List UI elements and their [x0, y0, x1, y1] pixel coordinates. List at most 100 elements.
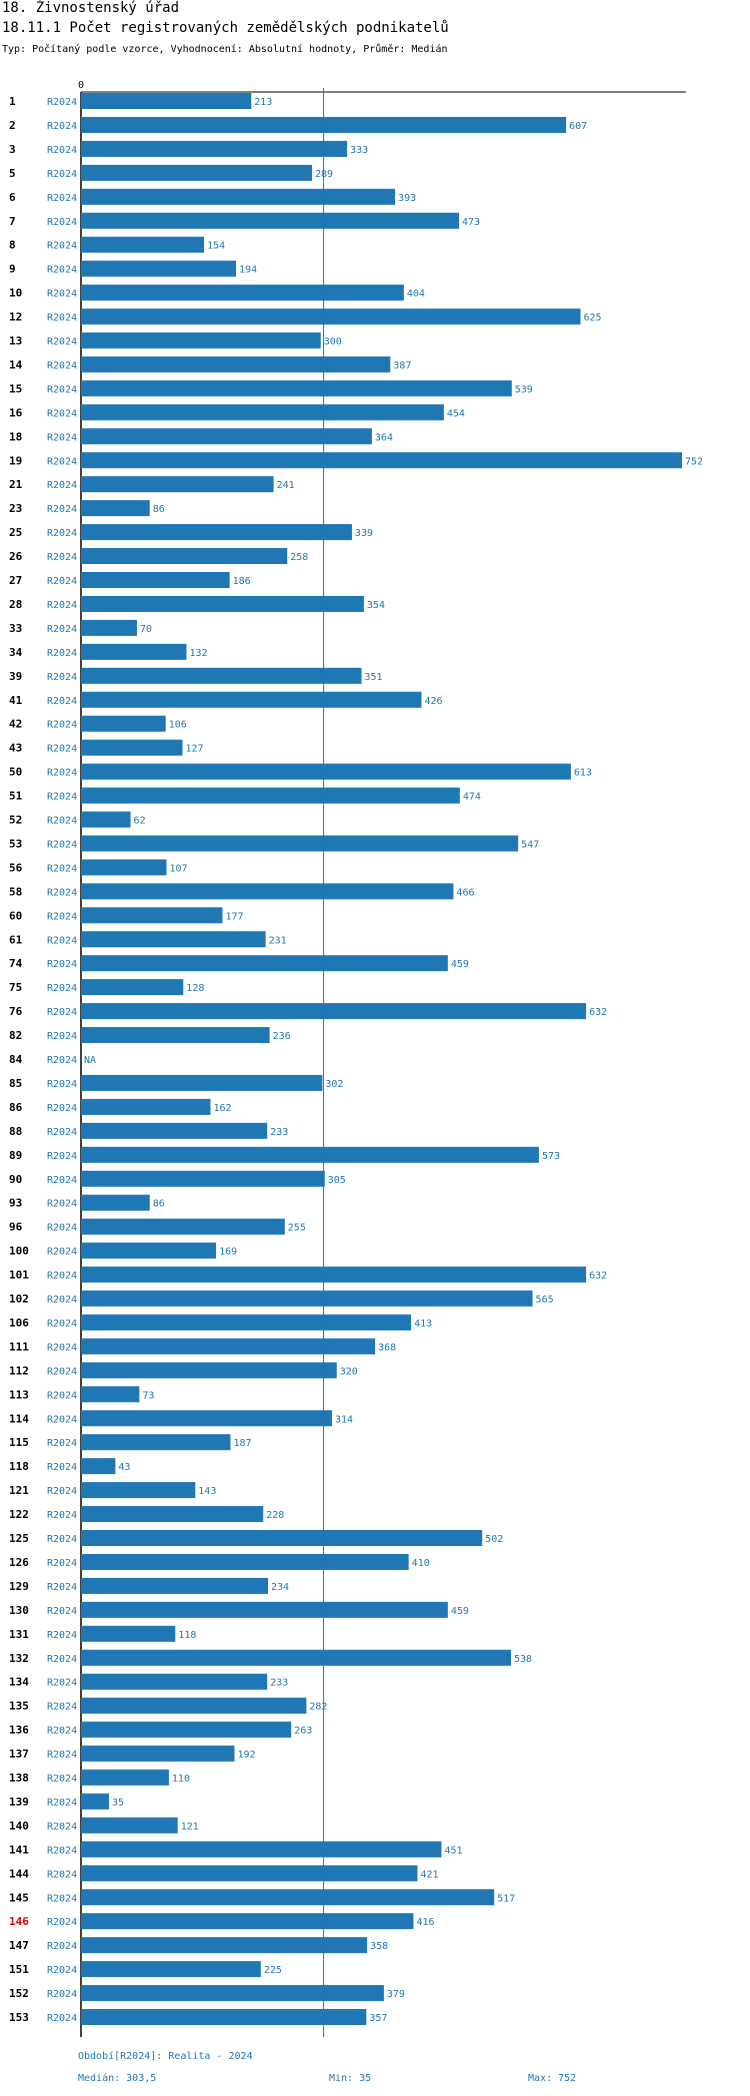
category-label: 115: [9, 1436, 29, 1449]
bar: [81, 1290, 533, 1307]
bar: [81, 979, 184, 996]
period-label: R2024: [47, 1175, 77, 1186]
bar: [81, 188, 396, 205]
data-label: 413: [414, 1318, 432, 1329]
category-label: 60: [9, 909, 22, 922]
footer-median: Medián: 303,5: [78, 2073, 157, 2084]
category-label: 5: [9, 167, 16, 180]
bar: [81, 1673, 268, 1690]
data-label: 62: [134, 816, 146, 827]
bar: [81, 236, 205, 253]
category-label: 3: [9, 143, 16, 156]
data-label: 632: [589, 1271, 607, 1282]
category-label: 74: [9, 957, 23, 970]
data-label: 379: [387, 1989, 405, 2000]
category-label: 152: [9, 1987, 29, 2000]
data-label: 194: [239, 265, 257, 276]
category-label: 76: [9, 1005, 23, 1018]
bar: [81, 1985, 384, 2002]
data-label: 236: [273, 1031, 291, 1042]
footer-max: Max: 752: [528, 2073, 577, 2084]
period-label: R2024: [47, 145, 77, 156]
bar: [81, 1410, 332, 1427]
bar: [81, 859, 167, 876]
category-label: 135: [9, 1700, 29, 1713]
period-label: R2024: [47, 1917, 77, 1928]
bar: [81, 1649, 511, 1666]
bar: [81, 380, 512, 397]
period-label: R2024: [47, 1606, 77, 1617]
bar: [81, 907, 223, 924]
category-label: 144: [9, 1867, 29, 1880]
data-label: 187: [233, 1438, 251, 1449]
period-label: R2024: [47, 983, 77, 994]
period-label: R2024: [47, 337, 77, 348]
category-label: 121: [9, 1484, 29, 1497]
bar: [81, 1553, 409, 1570]
category-label: 139: [9, 1795, 29, 1808]
period-label: R2024: [47, 1797, 77, 1808]
category-label: 9: [9, 263, 16, 276]
period-label: R2024: [47, 408, 77, 419]
bar: [81, 739, 183, 756]
data-label: 255: [288, 1223, 306, 1234]
bar: [81, 1338, 376, 1355]
period-label: R2024: [47, 887, 77, 898]
period-label: R2024: [47, 1342, 77, 1353]
data-label: 225: [264, 1965, 282, 1976]
bar: [81, 164, 312, 181]
bar: [81, 1721, 292, 1738]
period-label: R2024: [47, 1654, 77, 1665]
period-label: R2024: [47, 1295, 77, 1306]
category-label: 33: [9, 622, 22, 635]
period-label: R2024: [47, 1965, 77, 1976]
data-label: 35: [112, 1797, 124, 1808]
bar: [81, 500, 150, 517]
period-label: R2024: [47, 1510, 77, 1521]
period-label: R2024: [47, 648, 77, 659]
data-label: 302: [325, 1079, 343, 1090]
period-label: R2024: [47, 1151, 77, 1162]
data-label: 451: [444, 1845, 462, 1856]
period-label: R2024: [47, 1055, 77, 1066]
category-label: 6: [9, 191, 16, 204]
category-label: 136: [9, 1724, 29, 1737]
category-label: 82: [9, 1029, 22, 1042]
period-label: R2024: [47, 2013, 77, 2024]
period-label: R2024: [47, 911, 77, 922]
period-label: R2024: [47, 1007, 77, 1018]
category-label: 90: [9, 1173, 22, 1186]
data-label: 474: [463, 792, 481, 803]
data-label: 393: [398, 193, 416, 204]
category-label: 8: [9, 239, 16, 252]
category-label: 25: [9, 526, 22, 539]
category-label: 101: [9, 1269, 29, 1282]
period-label: R2024: [47, 792, 77, 803]
period-label: R2024: [47, 1534, 77, 1545]
category-label: 145: [9, 1891, 29, 1904]
period-label: R2024: [47, 1941, 77, 1952]
data-label: 607: [569, 121, 587, 132]
period-label: R2024: [47, 1774, 77, 1785]
bar: [81, 93, 252, 109]
bar: [81, 883, 454, 900]
data-label: 132: [189, 648, 207, 659]
data-label: 547: [521, 839, 539, 850]
bar: [81, 1386, 140, 1403]
data-label: 473: [462, 217, 480, 228]
data-label: 466: [456, 887, 474, 898]
data-label: 416: [416, 1917, 434, 1928]
data-label: 231: [269, 935, 287, 946]
data-label: 213: [254, 97, 272, 108]
data-label: 538: [514, 1654, 532, 1665]
data-label: 169: [219, 1247, 237, 1258]
data-label: 426: [424, 696, 442, 707]
bar: [81, 1601, 448, 1618]
bar: [81, 1865, 418, 1882]
category-label: 86: [9, 1101, 23, 1114]
bar: [81, 332, 321, 349]
category-label: 53: [9, 837, 22, 850]
category-label: 85: [9, 1077, 22, 1090]
bar: [81, 1506, 264, 1523]
period-label: R2024: [47, 1989, 77, 2000]
